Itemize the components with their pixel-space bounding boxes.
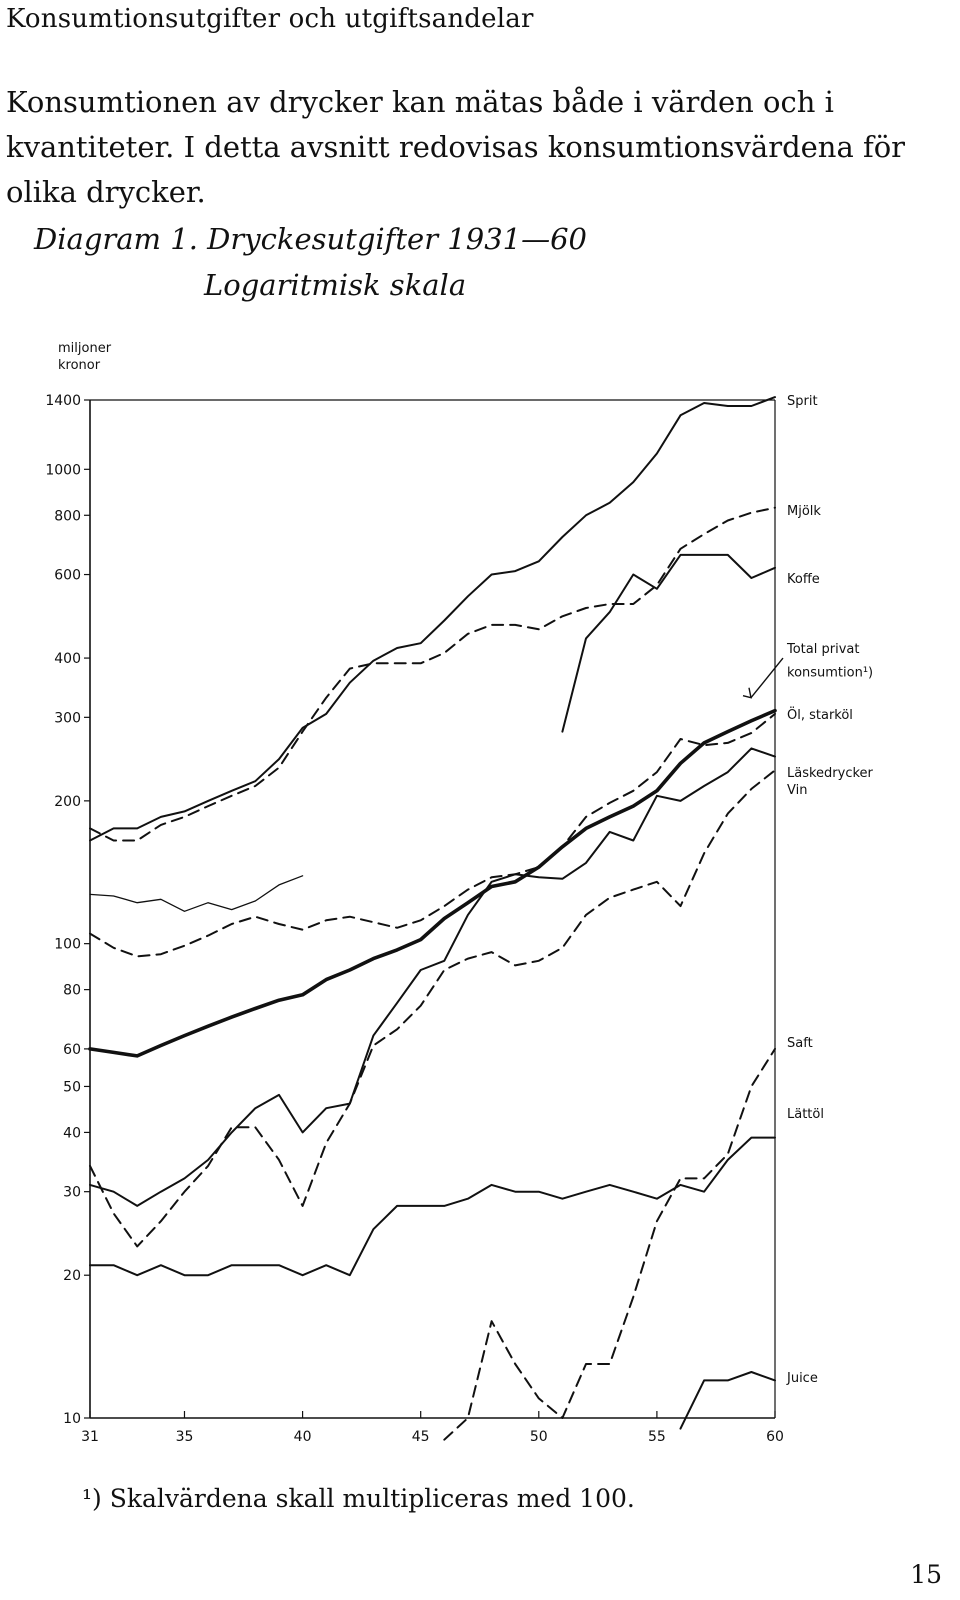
y-tick-label: 20 (63, 1268, 81, 1284)
y-tick-label: 100 (54, 937, 81, 953)
series-line-vin (89, 769, 776, 1248)
diagram-title: Diagram 1. Dryckesutgifter 1931—60 (34, 222, 587, 256)
y-tick-label: 50 (63, 1079, 81, 1095)
y-tick-label: 60 (63, 1042, 81, 1058)
label-pointer-arrowhead (742, 687, 752, 699)
x-tick-label: 60 (766, 1429, 784, 1445)
series-label: Koffe (787, 572, 820, 587)
y-tick-label: 80 (63, 983, 81, 999)
y-tick-label: 800 (54, 508, 81, 524)
x-tick-label: 45 (412, 1429, 430, 1445)
label-pointer-line (750, 657, 784, 699)
series-line-saft (443, 1047, 776, 1441)
diagram-subtitle: Logaritmisk skala (204, 268, 467, 302)
y-tick-label: 1400 (45, 393, 81, 409)
x-tick-label: 40 (294, 1429, 312, 1445)
series-label: Läskedrycker (787, 766, 874, 781)
y-tick-label: 300 (54, 710, 81, 726)
footnote: ¹) Skalvärdena skall multipliceras med 1… (82, 1484, 635, 1513)
series-line-total-privat-konsumtion (88, 708, 777, 1058)
y-tick-label: 10 (63, 1411, 81, 1427)
series-line-sprit (89, 396, 776, 842)
y-tick-label: 600 (54, 568, 81, 584)
series-label: Saft (787, 1036, 813, 1051)
y-tick-label: 400 (54, 651, 81, 667)
y-tick-label: 40 (63, 1125, 81, 1141)
series-line-mjo-lk (89, 506, 776, 842)
series-label: Total privat (786, 642, 859, 657)
x-tick-label: 55 (648, 1429, 666, 1445)
series-line-o-l-starko-l (89, 712, 776, 958)
y-tick-label: 30 (63, 1185, 81, 1201)
x-tick-label: 31 (81, 1429, 99, 1445)
series-line-juice (679, 1371, 776, 1430)
series-line-la-skedrycker (89, 747, 776, 1207)
y-tick-label: 1000 (45, 462, 81, 478)
series-line-koffe (561, 553, 776, 733)
series-line-vin-1931-39 (89, 875, 304, 912)
y-tick-label: 200 (54, 794, 81, 810)
intro-paragraph: Konsumtionen av drycker kan mätas både i… (6, 85, 906, 209)
y-axis-label: kronor (58, 358, 101, 373)
page-header: Konsumtionsutgifter och utgiftsandelar (6, 4, 534, 34)
series-label: Öl, starköl (787, 706, 853, 723)
series-label: Lättöl (787, 1107, 824, 1122)
series-label: Sprit (787, 394, 818, 409)
series-label: konsumtion¹) (787, 665, 873, 680)
x-tick-label: 35 (176, 1429, 194, 1445)
series-line-la-tto-l (89, 1136, 776, 1277)
y-axis-label: miljoner (58, 341, 112, 356)
series-label: Juice (786, 1371, 818, 1386)
series-label: Mjölk (787, 504, 821, 519)
x-tick-label: 50 (530, 1429, 548, 1445)
series-label: Vin (787, 783, 807, 798)
page-number: 15 (910, 1560, 942, 1589)
drink-expenditure-chart: miljoner kronor 1400 1000 800 600 400 300 200 100… (45, 341, 874, 1445)
